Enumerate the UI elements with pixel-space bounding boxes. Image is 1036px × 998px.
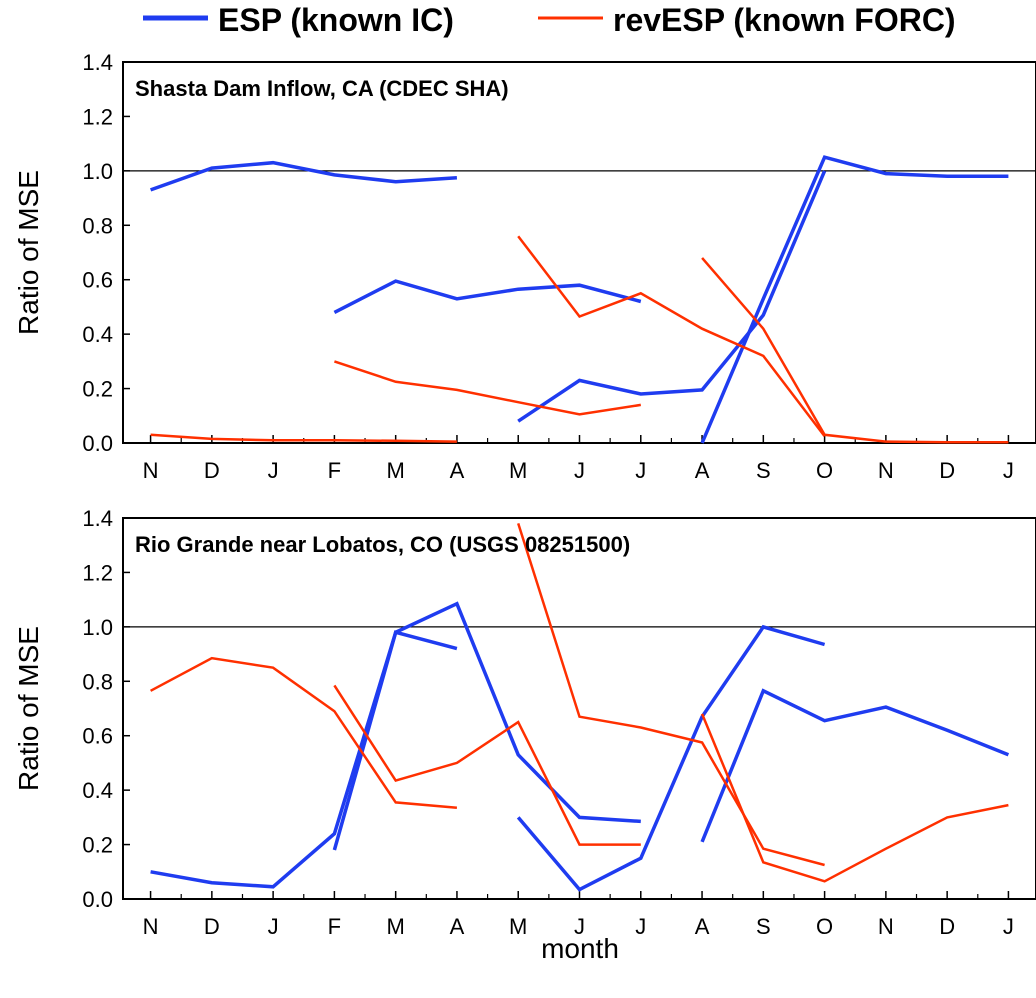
y-tick-label: 0.8 bbox=[82, 213, 113, 238]
x-tick-label: M bbox=[387, 914, 405, 939]
y-tick-label: 0.4 bbox=[82, 778, 113, 803]
legend-esp-label: ESP (known IC) bbox=[218, 2, 454, 38]
x-tick-label: D bbox=[204, 458, 220, 483]
panel-shasta: 0.0 0.2 0.4 0.6 0.8 1.0 1.2 1.4 N D J F M A M J J A S O N D J S… bbox=[13, 50, 1036, 483]
x-tick-label: N bbox=[878, 458, 894, 483]
x-tick-label: S bbox=[756, 458, 771, 483]
x-tick-label: D bbox=[939, 458, 955, 483]
revesp-series-line bbox=[517, 235, 826, 437]
x-tick-label: M bbox=[387, 458, 405, 483]
x-tick-label: D bbox=[939, 914, 955, 939]
revesp-series-line bbox=[700, 713, 1009, 883]
x-axis-label: month bbox=[541, 933, 619, 964]
y-tick-label: 0.8 bbox=[82, 669, 113, 694]
esp-series-line bbox=[150, 160, 458, 192]
x-tick-label: J bbox=[268, 458, 279, 483]
legend: ESP (known IC) revESP (known FORC) bbox=[143, 2, 956, 38]
esp-series-line bbox=[333, 279, 642, 314]
x-tick-label: J bbox=[268, 914, 279, 939]
x-tick-label: N bbox=[143, 914, 159, 939]
x-tick-label: A bbox=[450, 914, 465, 939]
x-tick-label: A bbox=[450, 458, 465, 483]
y-tick-label: 0.6 bbox=[82, 724, 113, 749]
x-tick-label: M bbox=[509, 914, 527, 939]
y-tick-label: 0.6 bbox=[82, 268, 113, 293]
y-tick-label: 1.0 bbox=[82, 159, 113, 184]
x-tick-label: J bbox=[1003, 458, 1014, 483]
x-tick-label: O bbox=[816, 458, 833, 483]
revesp-series-line bbox=[333, 684, 641, 846]
y-tick-label: 0.0 bbox=[82, 431, 113, 456]
y-tick-label: 1.0 bbox=[82, 615, 113, 640]
plot-frame bbox=[122, 61, 1036, 444]
x-tick-label: N bbox=[143, 458, 159, 483]
x-tick-label: F bbox=[328, 458, 341, 483]
esp-series-line bbox=[700, 155, 1009, 444]
esp-series-line bbox=[700, 688, 1010, 843]
x-tick-label: J bbox=[574, 914, 585, 939]
esp-series-line bbox=[516, 624, 826, 892]
revesp-series-line bbox=[150, 433, 457, 443]
x-tick-label: J bbox=[635, 914, 646, 939]
y-tick-label: 1.2 bbox=[82, 560, 113, 585]
panel-title: Shasta Dam Inflow, CA (CDEC SHA) bbox=[135, 76, 509, 101]
esp-series-line bbox=[150, 630, 458, 889]
y-tick-label: 0.4 bbox=[82, 322, 113, 347]
x-tick-label: J bbox=[574, 458, 585, 483]
x-tick-label: N bbox=[878, 914, 894, 939]
x-tick-label: D bbox=[204, 914, 220, 939]
y-axis-label: Ratio of MSE bbox=[13, 626, 44, 791]
revesp-series-line bbox=[334, 360, 641, 416]
esp-series-line bbox=[332, 601, 641, 851]
x-tick-label: S bbox=[756, 914, 771, 939]
x-tick-label: A bbox=[695, 914, 710, 939]
y-tick-label: 0.0 bbox=[82, 887, 113, 912]
legend-revesp-label: revESP (known FORC) bbox=[613, 2, 956, 38]
y-tick-label: 0.2 bbox=[82, 377, 113, 402]
x-tick-label: J bbox=[635, 458, 646, 483]
x-tick-label: A bbox=[695, 458, 710, 483]
y-tick-label: 1.4 bbox=[82, 506, 113, 531]
panel-title: Rio Grande near Lobatos, CO (USGS 082515… bbox=[135, 532, 630, 557]
x-tick-label: O bbox=[816, 914, 833, 939]
esp-series-line bbox=[517, 170, 827, 423]
panel-rio-grande: 0.0 0.2 0.4 0.6 0.8 1.0 1.2 1.4 N D J F M A M J J A S O N D J R… bbox=[13, 506, 1036, 939]
x-tick-label: J bbox=[1003, 914, 1014, 939]
y-tick-label: 1.4 bbox=[82, 50, 113, 75]
y-axis-label: Ratio of MSE bbox=[13, 170, 44, 335]
revesp-series-line bbox=[150, 656, 458, 810]
revesp-series-line bbox=[517, 523, 825, 867]
y-tick-label: 1.2 bbox=[82, 104, 113, 129]
revesp-series-line bbox=[701, 257, 1009, 444]
x-tick-label: F bbox=[328, 914, 341, 939]
x-tick-label: M bbox=[509, 458, 527, 483]
y-tick-label: 0.2 bbox=[82, 833, 113, 858]
